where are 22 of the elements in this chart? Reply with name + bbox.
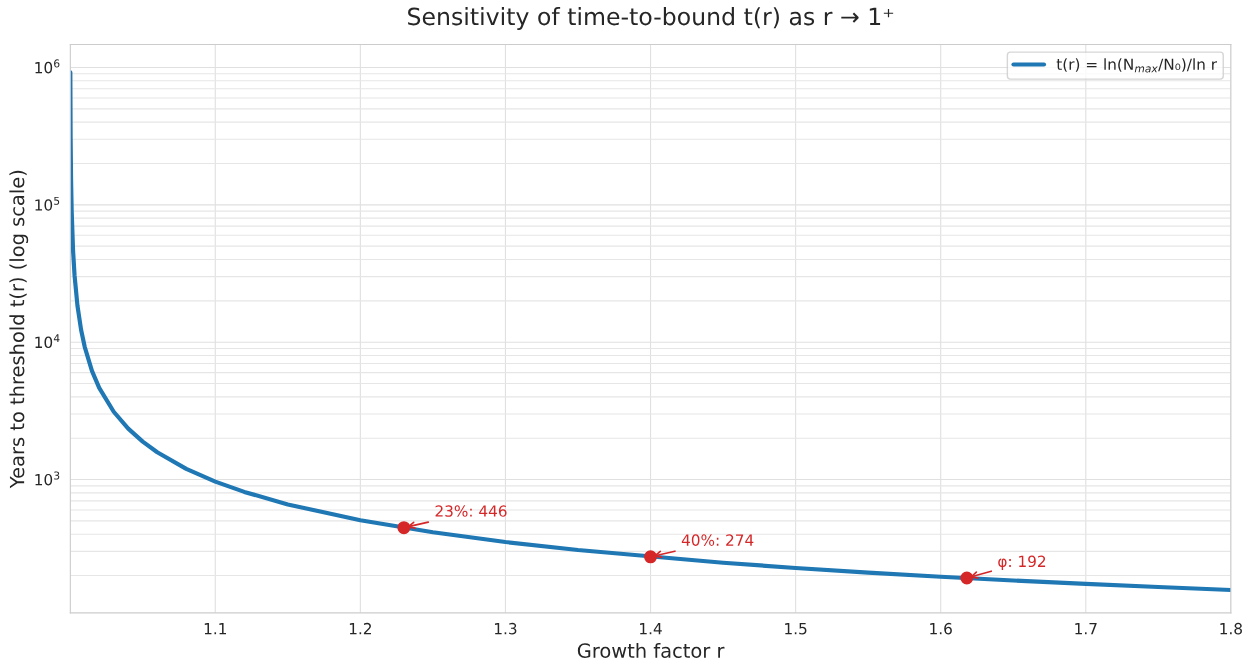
annotation: 40%: 274 [681,534,754,546]
y-axis-title: Years to threshold t(r) (log scale) [9,170,29,489]
y-tick-label: 10$^{6}$ [35,59,60,74]
point [644,550,658,564]
y-tick-label: 10$^{4}$ [35,334,60,349]
chart-title: Sensitivity of time-to-bound t(r) as r → 1⁺ [408,7,894,30]
x-tick-label: 1.5 [785,623,807,635]
x-tick-label: 1.1 [204,623,227,635]
x-tick-label: 1.4 [640,623,662,635]
y-tick-label: 10$^{3}$ [35,471,60,486]
legend-label: t(r) = ln(N$_{max}$/N₀)/ln r [1056,58,1218,73]
annotation: φ: 192 [998,555,1046,571]
point [397,521,411,535]
point [960,571,974,585]
annotation: 23%: 446 [435,505,507,517]
x-tick-label: 1.3 [494,622,517,635]
x-tick-label: 1.8 [1220,622,1242,635]
x-tick-label: 1.2 [349,622,371,635]
y-tick-label: 10$^{5}$ [35,196,60,211]
x-tick-label: 1.6 [930,622,952,635]
x-axis-title: Growth factor r [577,642,725,658]
x-tick-label: 1.7 [1075,623,1097,635]
